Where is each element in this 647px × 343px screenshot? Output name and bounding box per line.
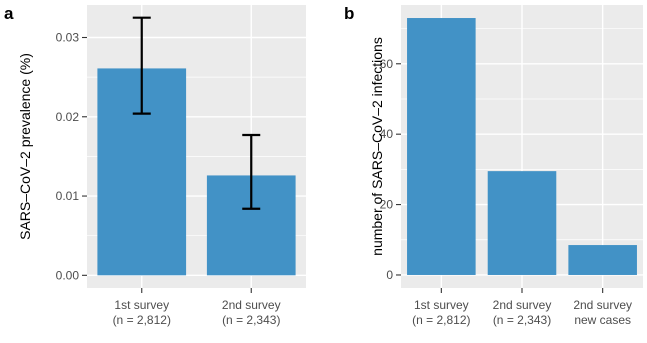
y-tick-label: 20 bbox=[380, 198, 394, 212]
y-tick-label: 0 bbox=[386, 268, 393, 282]
x-tick-label: 1st survey (n = 2,812) bbox=[113, 298, 171, 327]
y-tick-label: 0.02 bbox=[56, 110, 80, 124]
y-tick-label: 40 bbox=[380, 127, 394, 141]
bar-3 bbox=[568, 245, 637, 275]
error-bar-1 bbox=[132, 16, 151, 115]
panel-a: 0.00 0.01 0.02 0.03 1st survey (n = 2,812) 2nd… bbox=[4, 4, 306, 327]
x-tick-label: 2nd survey (n = 2,343) bbox=[222, 298, 281, 327]
panel-b: 0 20 40 60 1st survey (n = 2,812) 2nd survey (n… bbox=[344, 4, 643, 327]
x-tick-label: 2nd survey new cases bbox=[573, 298, 632, 327]
panel-letter: b bbox=[344, 4, 354, 23]
y-tick-label: 0.03 bbox=[56, 31, 80, 45]
x-tick-label: 1st survey (n = 2,812) bbox=[412, 298, 470, 327]
bar-1 bbox=[407, 18, 476, 275]
y-tick-label: 60 bbox=[380, 57, 394, 71]
y-tick-label: 0.00 bbox=[56, 268, 80, 282]
y-tick-label: 0.01 bbox=[56, 189, 80, 203]
y-axis-title: SARS–CoV–2 prevalence (%) bbox=[17, 53, 33, 240]
error-bar-2 bbox=[242, 133, 261, 210]
x-tick-label: 2nd survey (n = 2,343) bbox=[493, 298, 552, 327]
y-axis-title: number of SARS–CoV–2 infections bbox=[369, 37, 385, 256]
bar-2 bbox=[487, 171, 557, 275]
panel-letter: a bbox=[4, 4, 14, 23]
